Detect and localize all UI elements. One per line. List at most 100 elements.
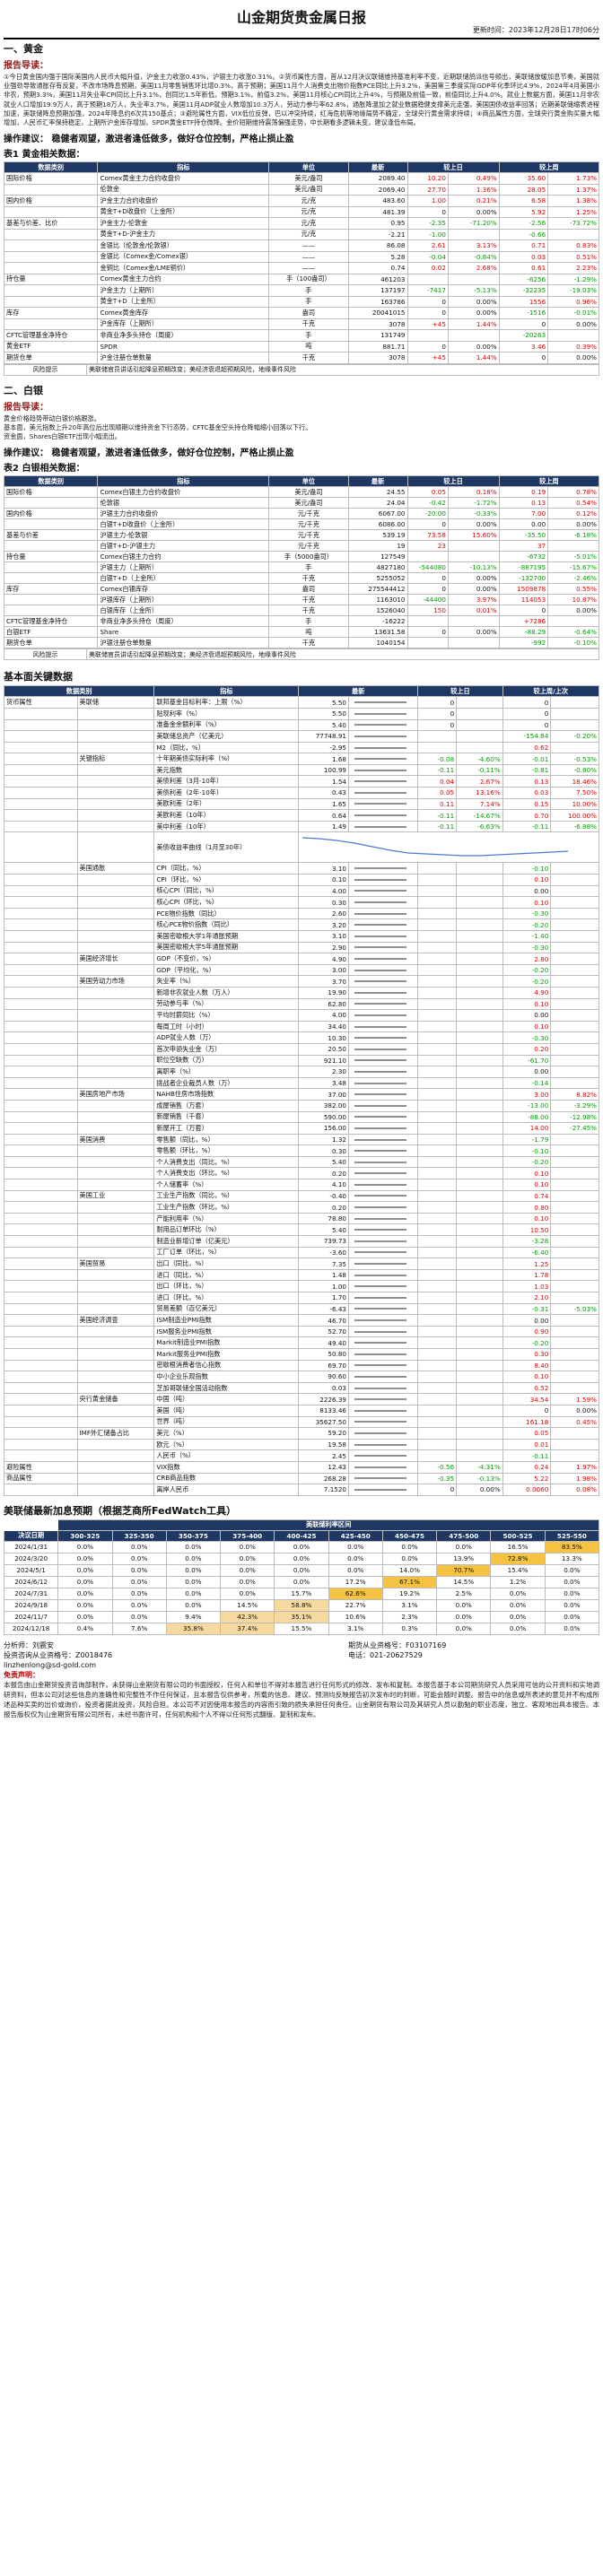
cell-d2: -0.11 <box>502 1449 552 1462</box>
cell-unit: 美元/盎司 <box>268 183 349 196</box>
cell-c2 <box>76 1167 155 1180</box>
table-row: 国际价格 Comex白银主力合约收盘价 美元/盎司 24.55 0.05 0.18% 0.1… <box>3 486 599 499</box>
cell-p1 <box>456 718 503 732</box>
table-row: 制造业新增订单（亿美元） 739.73 -3.28 <box>4 1235 599 1248</box>
table-row: 芝加哥联储全国活动指数 0.03 0.52 <box>4 1381 599 1395</box>
table-row: 美债利差（2年-10年） 0.43 0.05 13.16% 0.03 7.50% <box>4 787 599 799</box>
macro-data-table: 数据类别 指标 最新 较上日 较上周/上次 货币属性 美联储 联邦基金目标利率：上限… <box>3 685 600 1496</box>
cell-p1: 1.44% <box>447 352 500 364</box>
cell-unit: 千克 <box>268 605 349 617</box>
trend-line <box>347 1009 419 1022</box>
cell-p2 <box>550 718 599 732</box>
trend-line <box>347 1144 419 1157</box>
cell-p2: 0.00% <box>547 318 599 331</box>
cell-p2: 0.45% <box>550 1415 599 1429</box>
table-row: 离职率（%） 2.30 0.00 <box>4 1066 599 1078</box>
table-row: 商品属性 CRB商品指数 268.28 -0.35 -0.13% 5.22 1.98% <box>4 1472 599 1485</box>
cell-ind: 个人消费支出（环比，%） <box>153 1167 300 1180</box>
cell-unit: 元/克 <box>268 228 349 241</box>
cell-d2: 1.78 <box>502 1268 552 1282</box>
cell-d2: 0.24 <box>502 1460 552 1474</box>
cell-p2 <box>550 1212 599 1225</box>
cell-p2: -0.64% <box>547 626 599 639</box>
trend-line <box>347 1438 419 1451</box>
cell-d1: -1.00 <box>406 228 449 241</box>
table-row: M2（同比，%） -2.95 0.62 <box>4 741 599 754</box>
cell-c1 <box>4 1076 78 1090</box>
fed-col-header: 450-475 <box>381 1529 438 1542</box>
cell-d2: 0 <box>502 718 552 732</box>
fed-prob: 58.8% <box>274 1598 329 1612</box>
cell-p1 <box>456 963 503 977</box>
cell-ind: 沪金注册仓单数量 <box>97 352 270 364</box>
cell-unit: 千克 <box>268 318 349 331</box>
cell-c2 <box>76 1144 155 1157</box>
cell-c2 <box>76 963 155 977</box>
risk-label: 风险提示 <box>4 648 87 661</box>
cell-d2: -992 <box>498 637 549 649</box>
cell-d2: 14.00 <box>502 1122 552 1135</box>
cell-ind: 工厂订单（环比，%） <box>153 1246 300 1259</box>
risk-label: 风险提示 <box>4 363 87 376</box>
trend-line <box>347 1268 419 1282</box>
cell-ind: 世界（吨） <box>153 1415 300 1429</box>
cell-p1 <box>456 741 503 754</box>
cell-cat: 持仓量 <box>3 551 99 563</box>
cell-c2 <box>76 1348 155 1361</box>
cell-ind: PCE物价指数（同比） <box>153 907 300 920</box>
cell-p1: 0.00% <box>447 518 500 531</box>
cell-ind: 耐用品订单环比（%） <box>153 1223 300 1237</box>
cell-p1 <box>456 1359 503 1372</box>
cell-d1: 0.11 <box>417 797 458 811</box>
trend-line <box>347 997 419 1011</box>
cell-c1 <box>4 1381 78 1395</box>
fed-prob: 0.0% <box>436 1610 492 1623</box>
cell-c2: 美国通胀 <box>76 862 155 875</box>
table-row: 每周工时（小时） 34.40 0.10 <box>4 1020 599 1033</box>
cell-d1: 2.61 <box>406 239 449 252</box>
cell-d2: 0.10 <box>502 1020 552 1033</box>
trend-line <box>347 1066 419 1078</box>
cell-cat <box>3 518 99 531</box>
fed-prob: 10.6% <box>328 1610 383 1623</box>
cell-d2: -0.30 <box>502 907 552 920</box>
table-row: 美国经济调查 ISM制造业PMI指数 46.70 0.00 <box>4 1314 599 1327</box>
table-row: 核心CPI（同比，%） 4.00 0.00 <box>4 884 599 898</box>
cell-c2 <box>76 730 155 743</box>
cell-d2: 5.22 <box>502 1472 552 1485</box>
cell-cat <box>3 295 99 309</box>
email-link[interactable]: linzhenlong@sd-gold.com <box>4 1660 97 1669</box>
cell-p2 <box>547 540 599 553</box>
cell-p1: 0.00% <box>447 572 500 585</box>
table-row: 个人消费支出（同比，%） 5.40 -0.20 <box>4 1155 599 1169</box>
cell-p2 <box>547 228 599 241</box>
col-header: 指标 <box>97 161 270 174</box>
fed-prob: 0.0% <box>544 1622 600 1635</box>
cell-cat: 持仓量 <box>3 273 99 286</box>
cell-p2 <box>550 1235 599 1248</box>
cell-p2: 1.25% <box>547 205 599 219</box>
cell-p2 <box>547 329 599 342</box>
cell-d2: -0.20 <box>502 1155 552 1169</box>
fed-prob: 7.6% <box>111 1622 167 1635</box>
cell-ind: 制造业新增订单（亿美元） <box>153 1235 300 1248</box>
col-header: 较上日 <box>406 161 500 174</box>
cell-d2: 0.74 <box>502 1189 552 1203</box>
trend-line <box>347 1223 419 1237</box>
cell-p1 <box>456 1099 503 1112</box>
fed-prob: 0.0% <box>328 1540 383 1553</box>
cell-v: 0.20 <box>298 1167 349 1180</box>
cell-unit: 手 <box>268 284 349 297</box>
cell-d1 <box>417 874 458 886</box>
fed-prob: 0.0% <box>111 1563 167 1577</box>
cell-d1: 0 <box>406 205 449 219</box>
trend-line <box>347 763 419 777</box>
table-row: 白银ETF Share 吨 13631.58 0 0.00% -88.29 -0.64% <box>3 626 599 639</box>
cell-p1 <box>456 1371 503 1383</box>
phone: 电话：021-20627529 <box>348 1650 423 1659</box>
col-header: 较上周 <box>498 161 600 174</box>
cell-d1: +45 <box>406 352 449 364</box>
cell-d2: 0.01 <box>502 1438 552 1451</box>
cell-d2: 0.90 <box>502 1325 552 1338</box>
cell-unit: 手 <box>268 329 349 342</box>
